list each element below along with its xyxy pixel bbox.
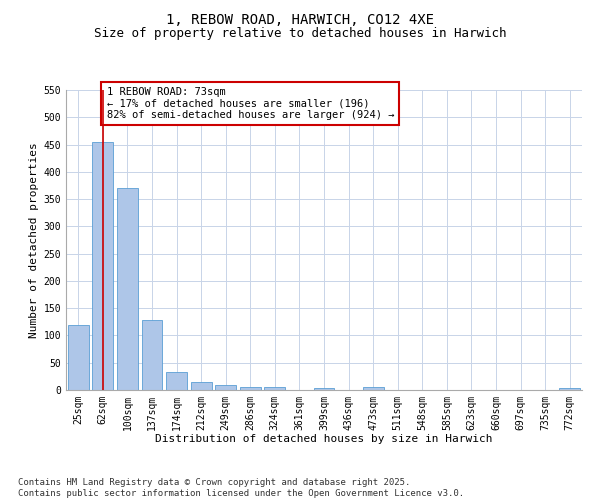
Bar bbox=[117, 188, 138, 390]
Bar bbox=[142, 320, 163, 390]
Text: 1 REBOW ROAD: 73sqm
← 17% of detached houses are smaller (196)
82% of semi-detac: 1 REBOW ROAD: 73sqm ← 17% of detached ho… bbox=[107, 87, 394, 120]
Y-axis label: Number of detached properties: Number of detached properties bbox=[29, 142, 40, 338]
Bar bbox=[559, 388, 580, 390]
Text: Contains HM Land Registry data © Crown copyright and database right 2025.
Contai: Contains HM Land Registry data © Crown c… bbox=[18, 478, 464, 498]
Bar bbox=[191, 382, 212, 390]
Bar bbox=[215, 385, 236, 390]
Bar bbox=[68, 324, 89, 390]
Bar bbox=[92, 142, 113, 390]
X-axis label: Distribution of detached houses by size in Harwich: Distribution of detached houses by size … bbox=[155, 434, 493, 444]
Text: 1, REBOW ROAD, HARWICH, CO12 4XE: 1, REBOW ROAD, HARWICH, CO12 4XE bbox=[166, 12, 434, 26]
Bar bbox=[362, 386, 383, 390]
Bar bbox=[166, 372, 187, 390]
Bar bbox=[265, 388, 286, 390]
Text: Size of property relative to detached houses in Harwich: Size of property relative to detached ho… bbox=[94, 28, 506, 40]
Bar bbox=[240, 388, 261, 390]
Bar bbox=[314, 388, 334, 390]
